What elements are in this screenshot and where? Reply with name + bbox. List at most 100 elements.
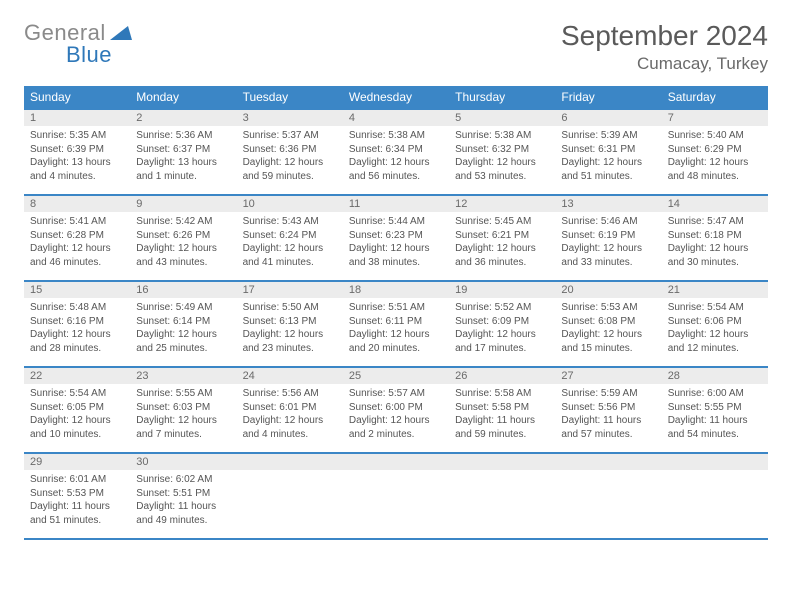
calendar-day-cell [662, 453, 768, 539]
sunrise-line: Sunrise: 5:38 AM [349, 129, 443, 143]
day-details: Sunrise: 5:41 AMSunset: 6:28 PMDaylight:… [24, 212, 130, 273]
calendar-day-cell: 24Sunrise: 5:56 AMSunset: 6:01 PMDayligh… [237, 367, 343, 453]
calendar-day-cell: 22Sunrise: 5:54 AMSunset: 6:05 PMDayligh… [24, 367, 130, 453]
day-details: Sunrise: 6:00 AMSunset: 5:55 PMDaylight:… [662, 384, 768, 445]
daylight-line: Daylight: 11 hours and 59 minutes. [455, 414, 549, 441]
calendar-day-cell: 2Sunrise: 5:36 AMSunset: 6:37 PMDaylight… [130, 109, 236, 195]
day-number: 14 [662, 196, 768, 212]
day-number: 25 [343, 368, 449, 384]
daylight-line: Daylight: 13 hours and 4 minutes. [30, 156, 124, 183]
day-details: Sunrise: 5:47 AMSunset: 6:18 PMDaylight:… [662, 212, 768, 273]
calendar-day-cell: 25Sunrise: 5:57 AMSunset: 6:00 PMDayligh… [343, 367, 449, 453]
day-details: Sunrise: 5:36 AMSunset: 6:37 PMDaylight:… [130, 126, 236, 187]
calendar-day-cell: 30Sunrise: 6:02 AMSunset: 5:51 PMDayligh… [130, 453, 236, 539]
day-details: Sunrise: 5:54 AMSunset: 6:06 PMDaylight:… [662, 298, 768, 359]
daylight-line: Daylight: 12 hours and 28 minutes. [30, 328, 124, 355]
sunset-line: Sunset: 6:16 PM [30, 315, 124, 329]
sunset-line: Sunset: 6:21 PM [455, 229, 549, 243]
sunrise-line: Sunrise: 5:56 AM [243, 387, 337, 401]
sunset-line: Sunset: 6:09 PM [455, 315, 549, 329]
day-header: Monday [130, 86, 236, 109]
daylight-line: Daylight: 12 hours and 33 minutes. [561, 242, 655, 269]
sunset-line: Sunset: 6:01 PM [243, 401, 337, 415]
sunrise-line: Sunrise: 5:50 AM [243, 301, 337, 315]
logo: General Blue [24, 20, 132, 68]
day-details: Sunrise: 5:57 AMSunset: 6:00 PMDaylight:… [343, 384, 449, 445]
calendar-day-cell: 29Sunrise: 6:01 AMSunset: 5:53 PMDayligh… [24, 453, 130, 539]
calendar-day-cell: 28Sunrise: 6:00 AMSunset: 5:55 PMDayligh… [662, 367, 768, 453]
calendar-day-cell [449, 453, 555, 539]
sunset-line: Sunset: 6:29 PM [668, 143, 762, 157]
daylight-line: Daylight: 12 hours and 23 minutes. [243, 328, 337, 355]
calendar-day-cell: 9Sunrise: 5:42 AMSunset: 6:26 PMDaylight… [130, 195, 236, 281]
day-details: Sunrise: 5:54 AMSunset: 6:05 PMDaylight:… [24, 384, 130, 445]
logo-triangle-icon [110, 24, 132, 45]
sunset-line: Sunset: 6:03 PM [136, 401, 230, 415]
day-number: 16 [130, 282, 236, 298]
sunrise-line: Sunrise: 5:35 AM [30, 129, 124, 143]
day-number: 11 [343, 196, 449, 212]
sunrise-line: Sunrise: 5:47 AM [668, 215, 762, 229]
calendar-day-cell: 20Sunrise: 5:53 AMSunset: 6:08 PMDayligh… [555, 281, 661, 367]
sunrise-line: Sunrise: 5:57 AM [349, 387, 443, 401]
day-number: 15 [24, 282, 130, 298]
day-number: 3 [237, 110, 343, 126]
sunrise-line: Sunrise: 5:46 AM [561, 215, 655, 229]
sunset-line: Sunset: 6:28 PM [30, 229, 124, 243]
day-header: Friday [555, 86, 661, 109]
day-details: Sunrise: 5:46 AMSunset: 6:19 PMDaylight:… [555, 212, 661, 273]
day-number: 20 [555, 282, 661, 298]
day-details: Sunrise: 5:38 AMSunset: 6:32 PMDaylight:… [449, 126, 555, 187]
sunrise-line: Sunrise: 5:40 AM [668, 129, 762, 143]
daylight-line: Daylight: 12 hours and 30 minutes. [668, 242, 762, 269]
day-details: Sunrise: 5:39 AMSunset: 6:31 PMDaylight:… [555, 126, 661, 187]
day-details: Sunrise: 5:49 AMSunset: 6:14 PMDaylight:… [130, 298, 236, 359]
daylight-line: Daylight: 12 hours and 4 minutes. [243, 414, 337, 441]
day-details: Sunrise: 5:50 AMSunset: 6:13 PMDaylight:… [237, 298, 343, 359]
sunrise-line: Sunrise: 6:02 AM [136, 473, 230, 487]
day-details: Sunrise: 5:40 AMSunset: 6:29 PMDaylight:… [662, 126, 768, 187]
day-details: Sunrise: 5:44 AMSunset: 6:23 PMDaylight:… [343, 212, 449, 273]
day-number: 8 [24, 196, 130, 212]
sunset-line: Sunset: 5:51 PM [136, 487, 230, 501]
sunrise-line: Sunrise: 5:38 AM [455, 129, 549, 143]
sunset-line: Sunset: 6:18 PM [668, 229, 762, 243]
sunrise-line: Sunrise: 5:52 AM [455, 301, 549, 315]
sunset-line: Sunset: 6:23 PM [349, 229, 443, 243]
calendar-day-cell [237, 453, 343, 539]
day-number: 28 [662, 368, 768, 384]
day-header: Wednesday [343, 86, 449, 109]
daylight-line: Daylight: 12 hours and 36 minutes. [455, 242, 549, 269]
sunrise-line: Sunrise: 5:58 AM [455, 387, 549, 401]
day-details: Sunrise: 5:43 AMSunset: 6:24 PMDaylight:… [237, 212, 343, 273]
sunrise-line: Sunrise: 5:45 AM [455, 215, 549, 229]
day-number: 29 [24, 454, 130, 470]
calendar-day-cell: 14Sunrise: 5:47 AMSunset: 6:18 PMDayligh… [662, 195, 768, 281]
header: General Blue September 2024 Cumacay, Tur… [24, 20, 768, 74]
sunrise-line: Sunrise: 5:49 AM [136, 301, 230, 315]
sunset-line: Sunset: 6:19 PM [561, 229, 655, 243]
calendar-day-cell: 21Sunrise: 5:54 AMSunset: 6:06 PMDayligh… [662, 281, 768, 367]
daylight-line: Daylight: 12 hours and 53 minutes. [455, 156, 549, 183]
daylight-line: Daylight: 12 hours and 17 minutes. [455, 328, 549, 355]
day-number: 7 [662, 110, 768, 126]
sunrise-line: Sunrise: 5:59 AM [561, 387, 655, 401]
calendar-day-cell: 26Sunrise: 5:58 AMSunset: 5:58 PMDayligh… [449, 367, 555, 453]
sunrise-line: Sunrise: 5:53 AM [561, 301, 655, 315]
day-details: Sunrise: 5:55 AMSunset: 6:03 PMDaylight:… [130, 384, 236, 445]
day-number: 10 [237, 196, 343, 212]
month-title: September 2024 [561, 20, 768, 52]
calendar-day-cell: 7Sunrise: 5:40 AMSunset: 6:29 PMDaylight… [662, 109, 768, 195]
daylight-line: Daylight: 12 hours and 59 minutes. [243, 156, 337, 183]
day-number: 13 [555, 196, 661, 212]
calendar-day-cell: 18Sunrise: 5:51 AMSunset: 6:11 PMDayligh… [343, 281, 449, 367]
day-number: 23 [130, 368, 236, 384]
daylight-line: Daylight: 12 hours and 56 minutes. [349, 156, 443, 183]
day-number: 19 [449, 282, 555, 298]
sunset-line: Sunset: 6:00 PM [349, 401, 443, 415]
daylight-line: Daylight: 11 hours and 49 minutes. [136, 500, 230, 527]
sunset-line: Sunset: 6:34 PM [349, 143, 443, 157]
day-details: Sunrise: 5:45 AMSunset: 6:21 PMDaylight:… [449, 212, 555, 273]
calendar-day-cell: 27Sunrise: 5:59 AMSunset: 5:56 PMDayligh… [555, 367, 661, 453]
sunrise-line: Sunrise: 5:51 AM [349, 301, 443, 315]
